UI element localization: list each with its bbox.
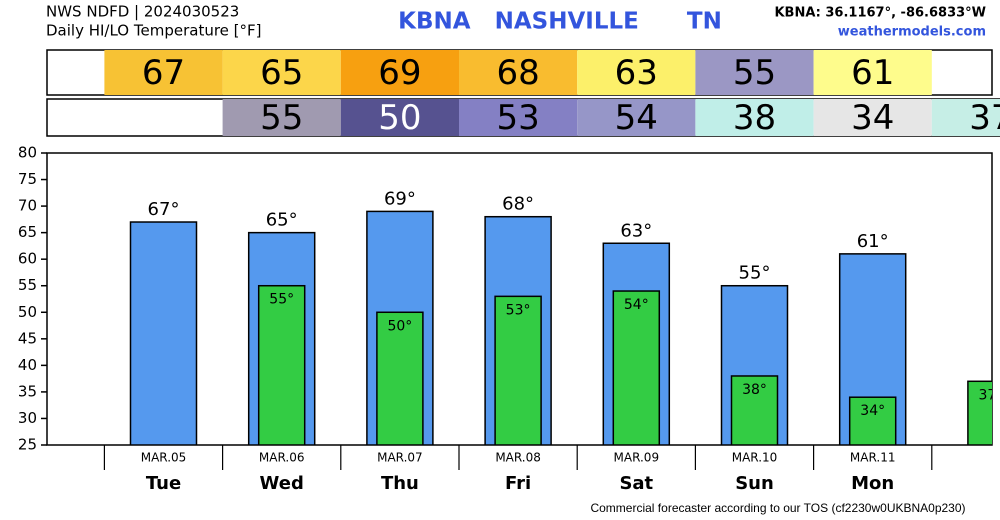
strip-cell xyxy=(931,99,1000,136)
value-label: 55° xyxy=(269,292,294,308)
value-label: 55° xyxy=(739,263,771,284)
strip-value: 38 xyxy=(733,98,776,138)
value-label: 54° xyxy=(624,297,649,313)
value-label: 37° xyxy=(978,387,1000,403)
value-label: 34° xyxy=(860,403,885,419)
date-label: MAR.07 xyxy=(377,451,423,465)
value-label: 67° xyxy=(148,199,180,220)
source: NWS NDFD | 2024030523 xyxy=(46,3,239,21)
subtitle: Daily HI/LO Temperature [°F] xyxy=(46,22,262,40)
strip-cell xyxy=(813,50,932,95)
strip-value: 54 xyxy=(615,98,658,138)
strip-value: 50 xyxy=(378,98,421,138)
value-label: 53° xyxy=(506,302,531,318)
day-label: Wed xyxy=(260,473,304,494)
date-label: MAR.08 xyxy=(495,451,541,465)
strip-value: 61 xyxy=(851,53,894,93)
y-tick-label: 35 xyxy=(18,382,37,400)
bar xyxy=(129,221,198,445)
bar xyxy=(376,311,424,445)
strip-cell xyxy=(222,50,341,95)
strip-value: 68 xyxy=(496,53,539,93)
y-tick-label: 70 xyxy=(18,197,37,215)
bar xyxy=(848,396,897,445)
value-label: 38° xyxy=(742,382,767,398)
day-label: Tue xyxy=(146,473,181,494)
y-tick-label: 45 xyxy=(18,329,37,347)
strip-value: 63 xyxy=(615,53,658,93)
y-tick-label: 55 xyxy=(18,276,37,294)
strip-cell xyxy=(459,99,578,136)
value-label: 68° xyxy=(502,194,534,215)
strip-value: 34 xyxy=(851,98,894,138)
strip-value: 37 xyxy=(969,98,1000,138)
bar xyxy=(612,290,661,445)
bar xyxy=(967,380,992,445)
day-label: Thu xyxy=(381,473,419,494)
date-label: MAR.09 xyxy=(614,451,660,465)
strip-value: 55 xyxy=(260,98,303,138)
strip-cell xyxy=(695,50,814,95)
date-label: MAR.05 xyxy=(141,451,187,465)
date-label: MAR.06 xyxy=(259,451,305,465)
strip-cell xyxy=(577,50,696,95)
date-label: MAR.11 xyxy=(850,451,896,465)
y-tick-label: 40 xyxy=(18,356,37,374)
day-label: Sat xyxy=(619,473,653,494)
strip-cell xyxy=(104,50,223,95)
strip-cell xyxy=(222,99,341,136)
strip-cell xyxy=(695,99,814,136)
bar xyxy=(494,295,542,445)
bar xyxy=(730,375,779,445)
footer: Commercial forecaster according to our T… xyxy=(590,501,965,515)
value-label: 69° xyxy=(384,188,416,209)
y-tick-label: 65 xyxy=(18,223,37,241)
strip-value: 53 xyxy=(496,98,539,138)
strip-cell xyxy=(813,99,932,136)
strip-value: 55 xyxy=(733,53,776,93)
site: weathermodels.com xyxy=(838,25,986,40)
y-tick-label: 80 xyxy=(18,144,37,162)
y-tick-label: 50 xyxy=(18,303,37,321)
value-label: 63° xyxy=(620,220,652,241)
strip-value: 65 xyxy=(260,53,303,93)
strip-cell xyxy=(577,99,696,136)
y-tick-label: 30 xyxy=(18,409,37,427)
strip-cell xyxy=(340,99,459,136)
value-label: 50° xyxy=(387,318,412,334)
strip-cell xyxy=(459,50,578,95)
day-label: Sun xyxy=(735,473,774,494)
value-label: 61° xyxy=(857,231,889,252)
date-label: MAR.10 xyxy=(732,451,778,465)
value-label: 65° xyxy=(266,210,298,231)
strip-value: 69 xyxy=(378,53,421,93)
y-tick-label: 75 xyxy=(18,170,37,188)
day-label: Mon xyxy=(851,473,894,494)
strip-cell xyxy=(340,50,459,95)
chart-title: KBNA NASHVILLE TN xyxy=(398,9,722,35)
y-tick-label: 60 xyxy=(18,250,37,268)
strip-value: 67 xyxy=(142,53,185,93)
y-tick-label: 25 xyxy=(18,436,37,454)
day-label: Fri xyxy=(505,473,531,494)
bar xyxy=(257,284,306,445)
location: KBNA: 36.1167°, -86.6833°W xyxy=(774,6,986,21)
